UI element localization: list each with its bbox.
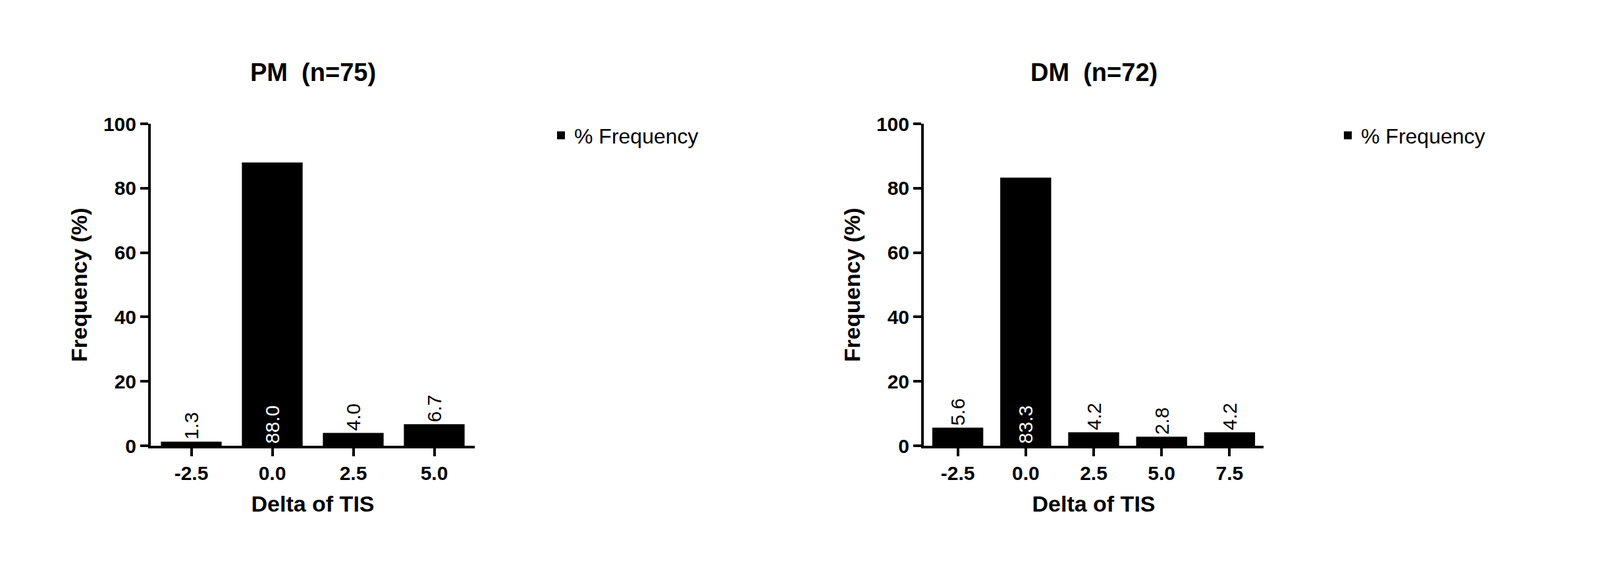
svg-text:40: 40 xyxy=(114,306,137,328)
svg-text:-2.5: -2.5 xyxy=(174,462,209,484)
svg-text:88.0: 88.0 xyxy=(261,405,284,444)
svg-text:0: 0 xyxy=(898,435,910,457)
svg-text:2.5: 2.5 xyxy=(339,462,368,484)
svg-text:Delta of TIS: Delta of TIS xyxy=(250,491,374,517)
svg-text:2.5: 2.5 xyxy=(1079,462,1108,484)
svg-text:80: 80 xyxy=(887,177,910,199)
svg-text:5.0: 5.0 xyxy=(420,462,449,484)
svg-text:4.2: 4.2 xyxy=(1218,402,1241,431)
svg-text:1.3: 1.3 xyxy=(180,412,203,440)
svg-text:0.0: 0.0 xyxy=(258,462,287,484)
svg-text:% Frequency: % Frequency xyxy=(1360,124,1486,149)
svg-text:60: 60 xyxy=(887,241,910,264)
svg-text:4.2: 4.2 xyxy=(1083,402,1105,431)
svg-text:83.3: 83.3 xyxy=(1014,405,1037,444)
svg-text:40: 40 xyxy=(887,306,910,328)
svg-text:PM (n=75): PM (n=75) xyxy=(250,58,376,87)
svg-text:5.6: 5.6 xyxy=(946,398,969,427)
svg-text:100: 100 xyxy=(876,113,910,135)
svg-text:7.5: 7.5 xyxy=(1216,462,1244,484)
svg-text:-2.5: -2.5 xyxy=(940,462,976,484)
svg-text:100: 100 xyxy=(103,113,137,135)
svg-text:80: 80 xyxy=(114,177,137,199)
svg-text:Delta of TIS: Delta of TIS xyxy=(1031,491,1155,517)
svg-text:20: 20 xyxy=(114,370,137,393)
svg-text:0: 0 xyxy=(125,435,137,457)
svg-text:60: 60 xyxy=(114,241,137,264)
svg-text:0.0: 0.0 xyxy=(1012,462,1040,484)
svg-text:Frequency (%): Frequency (%) xyxy=(66,207,92,362)
svg-text:4.0: 4.0 xyxy=(342,403,365,432)
svg-text:6.7: 6.7 xyxy=(423,395,446,423)
svg-text:DM (n=72): DM (n=72) xyxy=(1030,58,1158,87)
svg-text:2.8: 2.8 xyxy=(1150,407,1173,436)
svg-text:Frequency (%): Frequency (%) xyxy=(839,207,865,362)
svg-text:5.0: 5.0 xyxy=(1147,462,1176,484)
svg-text:20: 20 xyxy=(887,370,910,393)
svg-text:% Frequency: % Frequency xyxy=(574,124,699,149)
